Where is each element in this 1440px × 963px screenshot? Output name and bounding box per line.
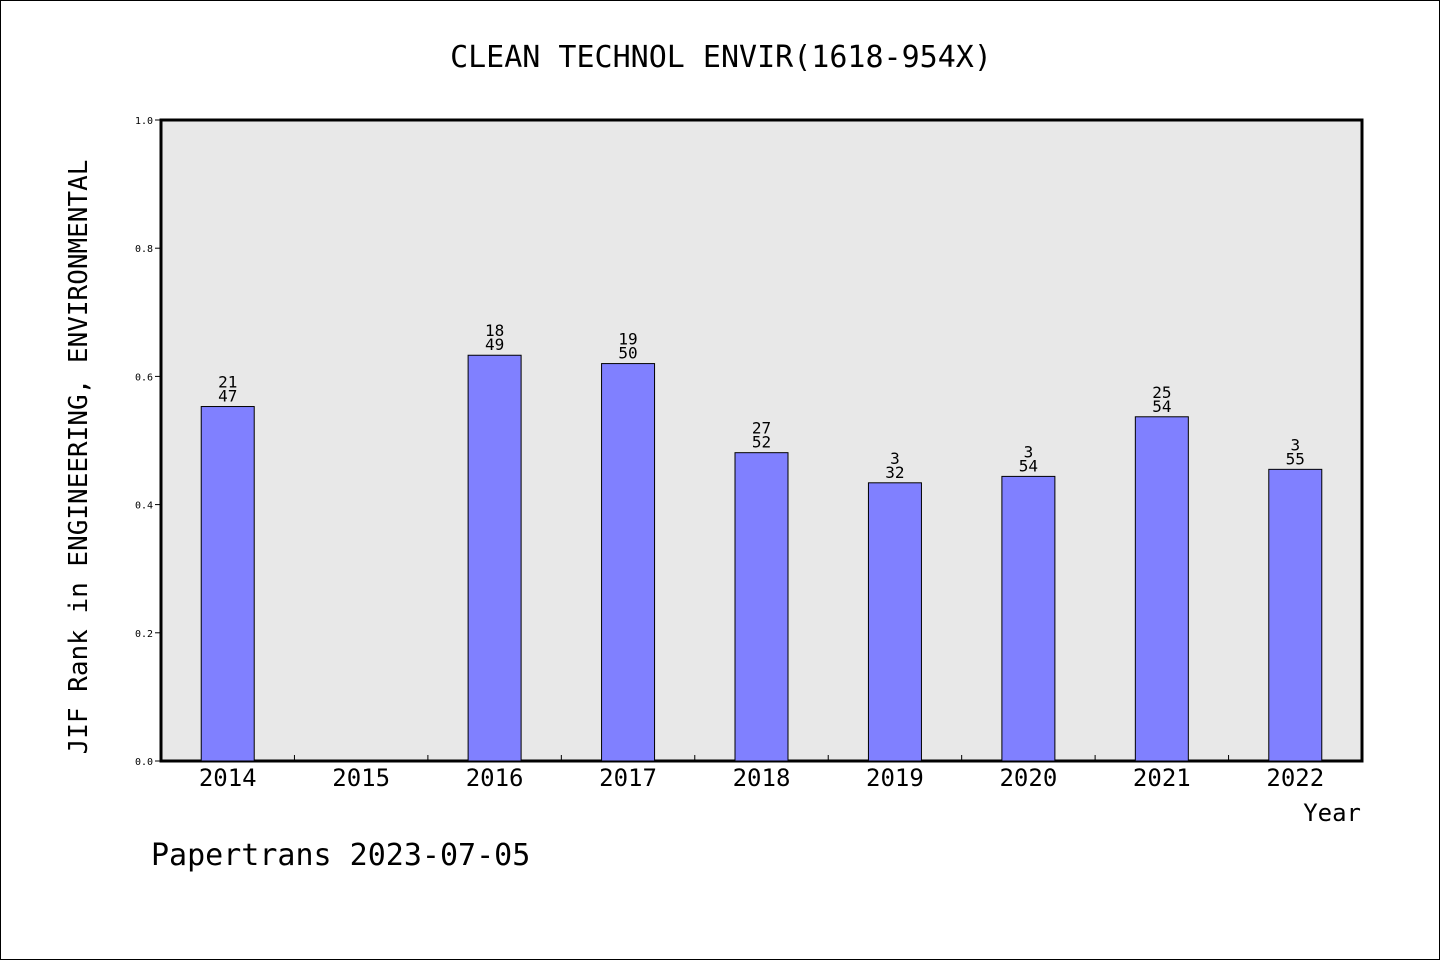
bar-rank-label: 25 (1152, 383, 1171, 402)
footer-watermark: Papertrans 2023-07-05 (151, 838, 530, 873)
bar-rank-label: 21 (218, 373, 237, 392)
bar-2014 (200, 406, 255, 762)
bar-2021 (1134, 416, 1189, 762)
x-tick-label: 2014 (199, 764, 257, 792)
bar-rank-label: 19 (618, 330, 637, 349)
bar-total-label: 54 (1019, 456, 1038, 475)
y-axis: 0.0 0.2 0.4 0.6 0.8 1.0 (135, 116, 161, 768)
x-axis: 2014 2015 2016 2017 2018 2019 2020 2021 2022 (199, 755, 1324, 792)
bar-rank-label: 27 (752, 419, 771, 438)
y-axis-label: JIF Rank in ENGINEERING, ENVIRONMENTAL (64, 160, 94, 755)
x-tick-label: 2017 (599, 764, 657, 792)
bar-rank-label: 3 (890, 449, 900, 468)
bar-rank-label: 18 (485, 321, 504, 340)
y-tick-label: 0.0 (135, 757, 153, 768)
bar-total-label: 52 (752, 433, 771, 452)
bar-2018 (734, 452, 789, 762)
bar-2019 (867, 482, 922, 762)
x-tick-label: 2020 (999, 764, 1057, 792)
bar-2022 (1268, 468, 1323, 762)
y-tick-label: 0.6 (135, 372, 153, 383)
x-tick-label: 2022 (1266, 764, 1324, 792)
y-tick-label: 0.2 (135, 629, 153, 640)
bar-total-label: 55 (1286, 449, 1305, 468)
x-tick-label: 2018 (733, 764, 791, 792)
bar-total-label: 54 (1152, 397, 1171, 416)
bar-total-label: 32 (885, 463, 904, 482)
bar-series (200, 354, 1323, 762)
bar-rank-label: 3 (1024, 442, 1034, 461)
bar-rank-label: 3 (1290, 435, 1300, 454)
bar-2016 (467, 354, 522, 762)
chart-title: CLEAN TECHNOL ENVIR(1618-954X) (450, 40, 992, 75)
x-tick-label: 2015 (332, 764, 390, 792)
bar-total-label: 50 (618, 344, 637, 363)
x-tick-label: 2016 (466, 764, 524, 792)
bar-total-label: 47 (218, 387, 237, 406)
y-tick-label: 0.4 (135, 501, 153, 512)
x-axis-label: Year (1303, 799, 1361, 827)
y-tick-label: 0.8 (135, 244, 153, 255)
bar-2020 (1001, 475, 1056, 762)
bar-total-label: 49 (485, 335, 504, 354)
x-tick-label: 2019 (866, 764, 924, 792)
x-tick-label: 2021 (1133, 764, 1191, 792)
y-tick-label: 1.0 (135, 116, 153, 127)
bar-2017 (601, 363, 656, 762)
